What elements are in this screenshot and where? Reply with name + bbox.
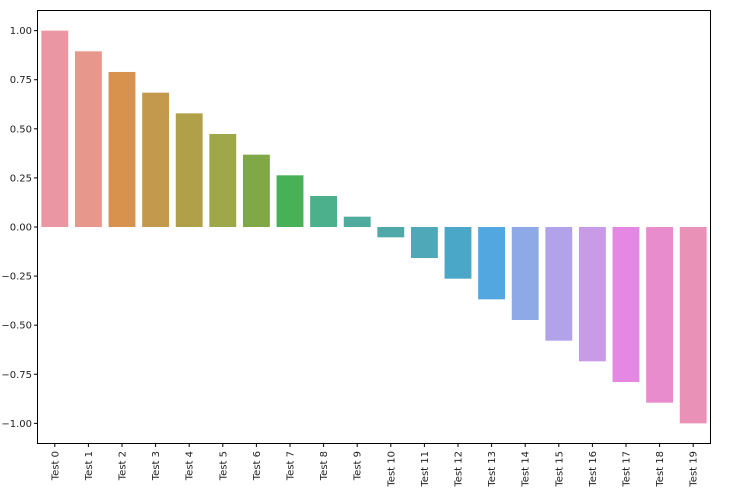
- bar-test-14: [511, 227, 539, 321]
- x-tick-label: Test 19: [689, 451, 700, 488]
- y-tick-label: 0.50: [10, 124, 32, 135]
- y-tick-label: −0.50: [1, 321, 32, 332]
- x-tick-label: Test 17: [622, 451, 633, 488]
- y-tick-label: 1.00: [10, 26, 32, 37]
- x-tick-label: Test 11: [420, 451, 431, 488]
- bar-test-2: [108, 71, 136, 227]
- bar-test-19: [679, 227, 707, 424]
- y-tick-label: −0.25: [1, 272, 32, 283]
- y-axis: 1.00 0.75 0.50 0.25 0.00 −0.25 −0.50 −0.75 −1.00: [1, 26, 38, 430]
- bar-test-15: [545, 227, 573, 341]
- x-tick-label: Test 5: [218, 451, 229, 481]
- x-tick-label: Test 8: [319, 451, 330, 481]
- bars-group: [41, 30, 707, 424]
- x-tick-label: Test 4: [185, 451, 196, 481]
- bar-test-13: [478, 227, 506, 300]
- bar-test-4: [175, 113, 203, 227]
- x-tick-label: Test 6: [252, 451, 263, 481]
- bar-test-18: [646, 227, 674, 403]
- x-tick-label: Test 2: [118, 451, 129, 481]
- bar-test-17: [612, 227, 640, 383]
- bar-test-3: [142, 92, 170, 228]
- bar-test-12: [444, 227, 472, 279]
- x-axis: Test 0 Test 1 Test 2 Test 3 Test 4 Test 5 Test…: [50, 443, 700, 488]
- x-tick-label: Test 12: [454, 451, 465, 488]
- y-tick-label: −0.75: [1, 370, 32, 381]
- x-tick-label: Test 13: [487, 451, 498, 488]
- y-tick-label: 0.75: [10, 75, 32, 86]
- x-tick-label: Test 10: [386, 451, 397, 488]
- x-tick-label: Test 14: [521, 451, 532, 488]
- bar-test-5: [209, 133, 237, 227]
- x-tick-label: Test 3: [151, 451, 162, 481]
- x-tick-label: Test 7: [286, 451, 297, 481]
- x-tick-label: Test 1: [84, 451, 95, 481]
- y-tick-label: 0.00: [10, 223, 32, 234]
- bar-test-7: [276, 175, 304, 227]
- bar-test-10: [377, 227, 405, 238]
- x-tick-label: Test 15: [554, 451, 565, 488]
- y-tick-label: 0.25: [10, 173, 32, 184]
- x-tick-label: Test 16: [588, 451, 599, 488]
- bar-test-16: [578, 227, 606, 362]
- y-tick-label: −1.00: [1, 419, 32, 430]
- x-tick-label: Test 0: [50, 451, 61, 481]
- bar-test-6: [242, 154, 270, 227]
- bar-test-9: [343, 216, 371, 227]
- bar-test-8: [310, 195, 338, 227]
- plot-frame: [37, 10, 711, 444]
- x-tick-label: Test 9: [353, 451, 364, 481]
- x-tick-label: Test 18: [655, 451, 666, 488]
- bar-test-1: [74, 51, 102, 228]
- bar-test-11: [410, 227, 438, 259]
- bar-test-0: [41, 30, 69, 227]
